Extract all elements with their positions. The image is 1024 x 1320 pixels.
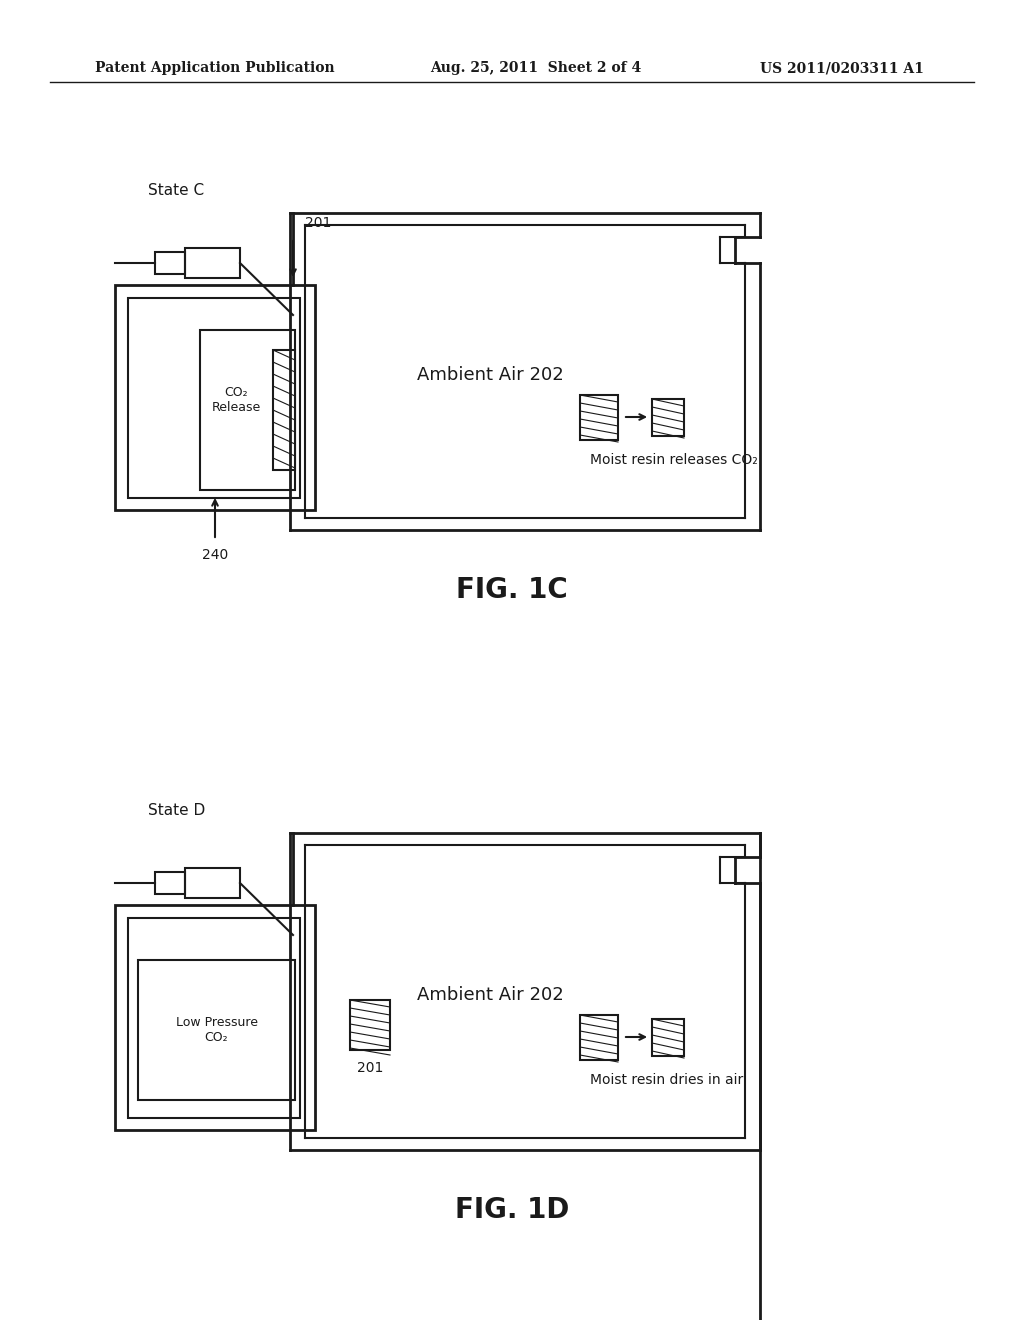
Bar <box>580 395 618 440</box>
Text: 240: 240 <box>202 548 228 562</box>
Bar <box>115 285 315 510</box>
Bar <box>652 399 684 436</box>
Text: State C: State C <box>148 183 204 198</box>
Bar <box>273 350 295 470</box>
Bar <box>185 869 240 898</box>
Text: Low Pressure
CO₂: Low Pressure CO₂ <box>175 1016 257 1044</box>
Bar <box>200 330 295 490</box>
Text: Ambient Air 202: Ambient Air 202 <box>417 986 563 1005</box>
Bar <box>138 960 295 1100</box>
Text: 201: 201 <box>356 1061 383 1074</box>
Text: FIG. 1D: FIG. 1D <box>455 1196 569 1224</box>
Text: CO₂
Release: CO₂ Release <box>212 385 261 414</box>
Bar <box>185 248 240 279</box>
Text: Ambient Air 202: Ambient Air 202 <box>417 366 563 384</box>
Bar <box>652 1019 684 1056</box>
Bar <box>155 873 185 894</box>
Text: Moist resin dries in air: Moist resin dries in air <box>590 1073 743 1086</box>
Text: FIG. 1C: FIG. 1C <box>456 576 568 605</box>
Text: Moist resin releases CO₂: Moist resin releases CO₂ <box>590 453 758 467</box>
Bar <box>580 1015 618 1060</box>
Text: US 2011/0203311 A1: US 2011/0203311 A1 <box>760 61 924 75</box>
Bar <box>350 1001 390 1049</box>
Text: Patent Application Publication: Patent Application Publication <box>95 61 335 75</box>
Bar <box>128 298 300 498</box>
Bar <box>155 252 185 275</box>
Text: State D: State D <box>148 803 205 818</box>
Text: 201: 201 <box>305 216 332 230</box>
Text: Aug. 25, 2011  Sheet 2 of 4: Aug. 25, 2011 Sheet 2 of 4 <box>430 61 641 75</box>
Bar <box>115 906 315 1130</box>
Bar <box>128 917 300 1118</box>
